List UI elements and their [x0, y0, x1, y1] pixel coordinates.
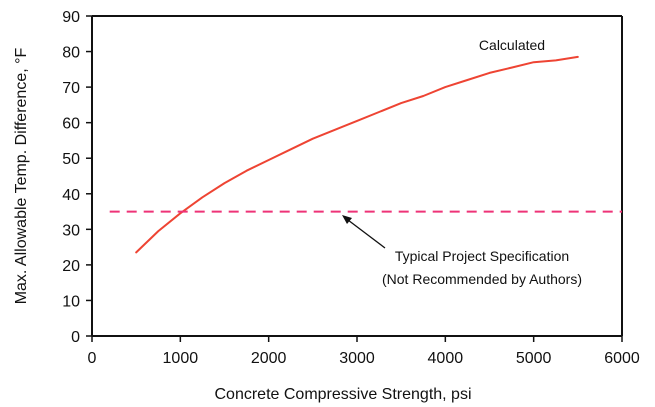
- arrow-line: [347, 219, 386, 249]
- y-tick-label: 30: [62, 222, 80, 239]
- y-tick-label: 10: [62, 293, 80, 310]
- y-tick-label: 40: [62, 187, 80, 204]
- y-tick-label: 90: [62, 9, 80, 26]
- series-layer: [109, 55, 622, 254]
- x-axis-title: Concrete Compressive Strength, psi: [215, 386, 472, 403]
- x-tick-label: 2000: [251, 350, 287, 367]
- y-axis-title: Max. Allowable Temp. Difference, °F: [13, 47, 30, 304]
- plot-frame: [91, 15, 623, 337]
- calculated-line: [135, 55, 579, 254]
- arrow-head: [342, 215, 352, 224]
- annotation-spec-line2: (Not Recommended by Authors): [382, 271, 582, 287]
- annotation-calculated: Calculated: [479, 37, 545, 53]
- y-tick-label: 60: [62, 116, 80, 133]
- annotation-arrow: [342, 215, 386, 249]
- x-tick-label: 1000: [163, 350, 199, 367]
- y-axis: 0 10 20 30 40 50 60 70 80 90: [62, 9, 92, 346]
- y-tick-label: 0: [71, 329, 80, 346]
- y-tick-label: 70: [62, 80, 80, 97]
- x-axis: 0 1000 2000 3000 4000 5000 6000: [88, 336, 640, 367]
- annotation-spec-line1: Typical Project Specification: [395, 248, 569, 264]
- x-tick-label: 4000: [428, 350, 464, 367]
- y-tick-label: 20: [62, 258, 80, 275]
- x-tick-label: 6000: [604, 350, 640, 367]
- y-tick-label: 50: [62, 151, 80, 168]
- x-tick-label: 0: [88, 350, 97, 367]
- x-tick-label: 5000: [516, 350, 552, 367]
- x-tick-label: 3000: [339, 350, 375, 367]
- y-tick-label: 80: [62, 45, 80, 62]
